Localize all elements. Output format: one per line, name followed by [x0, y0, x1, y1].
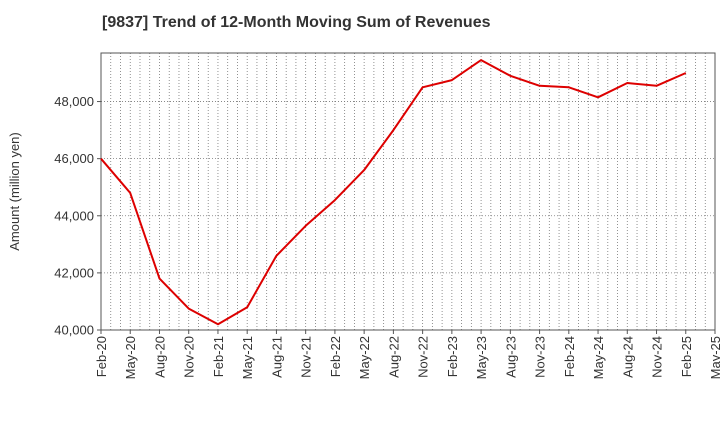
- x-tick-label: Feb-25: [679, 336, 694, 377]
- x-tick-label: Nov-24: [650, 336, 665, 378]
- x-tick-label: Aug-21: [269, 336, 284, 378]
- x-tick-label: May-21: [240, 336, 255, 379]
- y-axis-label: Amount (million yen): [7, 132, 22, 251]
- x-tick-label: Nov-22: [416, 336, 431, 378]
- y-tick-label: 46,000: [54, 151, 94, 166]
- x-tick-label: Aug-24: [620, 336, 635, 378]
- series-line: [100, 59, 687, 326]
- x-tick-label: Aug-23: [503, 336, 518, 378]
- y-tick-label: 40,000: [54, 323, 94, 338]
- y-tick-label: 48,000: [54, 94, 94, 109]
- x-tick-label: Aug-20: [152, 336, 167, 378]
- x-tick-label: Nov-23: [533, 336, 548, 378]
- x-tick-label: May-22: [357, 336, 372, 379]
- y-tick-label: 44,000: [54, 208, 94, 223]
- chart-title: [9837] Trend of 12-Month Moving Sum of R…: [102, 14, 491, 31]
- x-tick-label: May-25: [708, 336, 720, 379]
- plot-area: [101, 53, 715, 330]
- x-tick-label: Feb-24: [562, 336, 577, 377]
- x-tick-label: Nov-20: [182, 336, 197, 378]
- x-tick-label: Feb-22: [328, 336, 343, 377]
- x-tick-label: Feb-21: [211, 336, 226, 377]
- x-tick-label: May-20: [123, 336, 138, 379]
- x-tick-label: Aug-22: [386, 336, 401, 378]
- x-tick-label: Feb-20: [94, 336, 109, 377]
- x-tick-label: May-24: [591, 336, 606, 379]
- x-tick-label: Feb-23: [445, 336, 460, 377]
- y-tick-label: 42,000: [54, 265, 94, 280]
- x-tick-label: Nov-21: [299, 336, 314, 378]
- x-tick-label: May-23: [474, 336, 489, 379]
- plot-frame: [100, 52, 716, 331]
